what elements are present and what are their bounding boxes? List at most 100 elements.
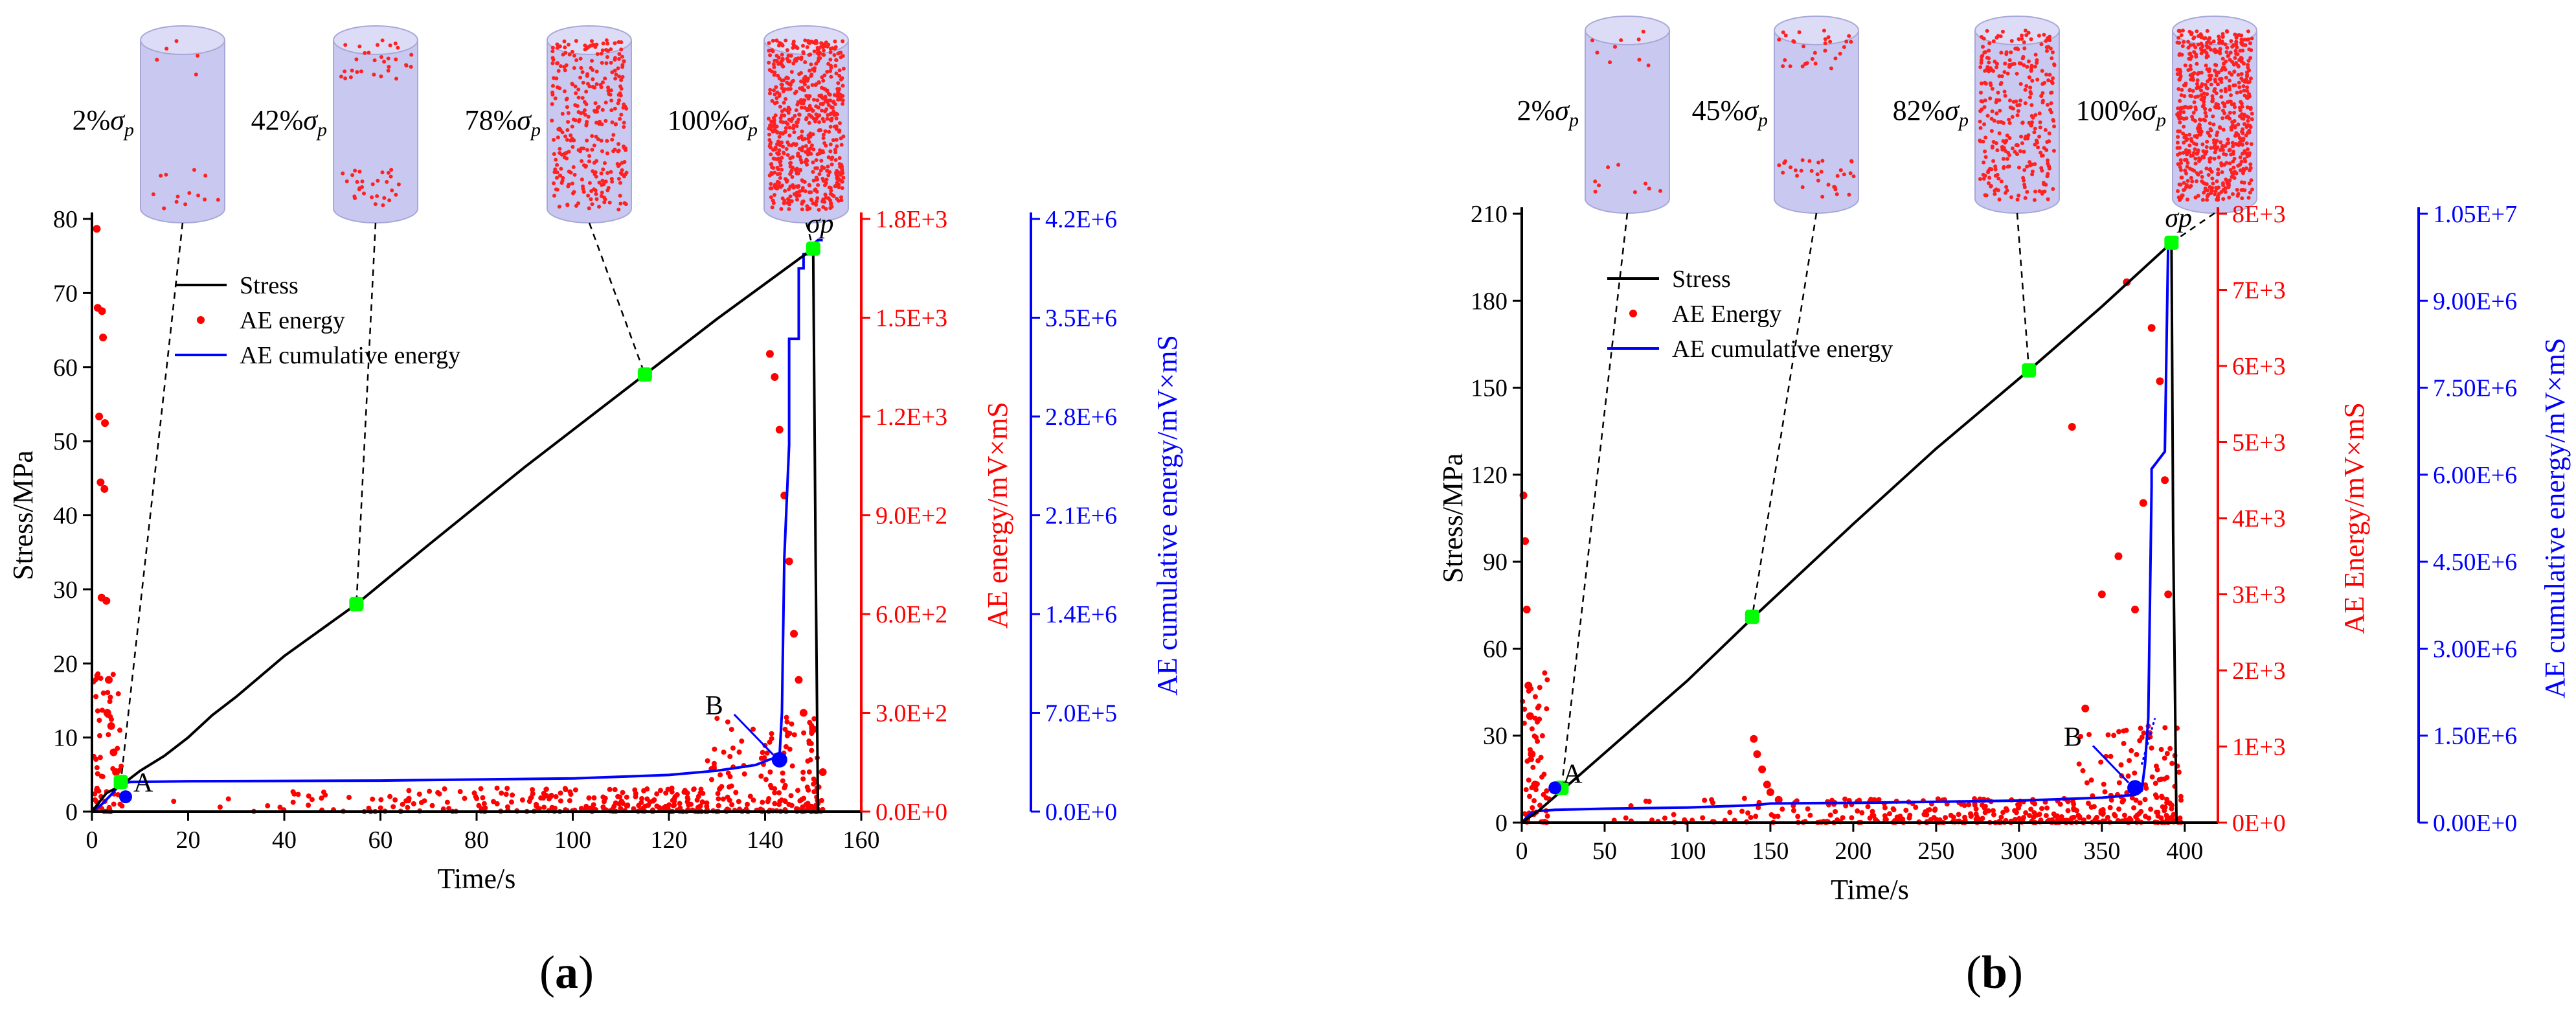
- panel-b-cylinder-ae-point: [2198, 170, 2203, 174]
- panel-b-cylinder-ae-point: [2248, 162, 2253, 166]
- panel-a-cylinder-ae-point: [565, 128, 570, 132]
- panel-a-cylinder-ae-point: [611, 133, 616, 137]
- panel-b-cylinder-ae-point: [2219, 163, 2224, 168]
- panel-a-cylinder-ae-point: [767, 49, 771, 53]
- panel-a-cylinder-ae-point: [811, 160, 815, 165]
- panel-b-cylinder-ae-point: [2179, 33, 2184, 38]
- panel-b-cylinder-ae-point: [2202, 91, 2206, 96]
- panel-a-ae-energy-point: [624, 794, 629, 800]
- panel-a-cylinder-ae-point: [783, 188, 787, 193]
- panel-b-cylinder-ae-point: [2246, 147, 2250, 152]
- panel-a-cylinder-ae-point: [815, 115, 820, 119]
- panel-b-cylinder-ae-point: [2029, 37, 2033, 41]
- panel-b-cylinder-ae-point: [2002, 89, 2007, 94]
- panel-a-cylinder-ae-point: [585, 139, 589, 143]
- panel-b-cylinder-ae-point: [2187, 132, 2192, 137]
- panel-b-cylinder-ae-point: [2181, 131, 2186, 136]
- panel-b-cylinder-ae-point: [2038, 125, 2042, 130]
- panel-b-cylinder-ae-point: [2038, 120, 2042, 124]
- panel-a-ae-energy-point: [699, 799, 705, 805]
- panel-a-cylinder-ae-point: [841, 102, 845, 106]
- panel-b-cylinder-ae-point: [1783, 58, 1787, 62]
- panel-a-ae-energy-point: [805, 801, 811, 806]
- panel-b-y-tick-label: 150: [1471, 375, 1508, 402]
- panel-a-ae-energy-point: [698, 786, 704, 792]
- panel-a-cylinder-ae-point: [797, 117, 801, 122]
- panel-b-cylinder-ae-point: [1996, 91, 2000, 95]
- panel-a-x-tick-label: 80: [464, 827, 489, 854]
- panel-a-cylinder-ae-point: [788, 87, 793, 91]
- panel-a-cylinder-ae-point: [841, 39, 845, 43]
- panel-b-cylinder-ae-point: [2200, 198, 2205, 202]
- panel-a-cylinder-ae-point: [777, 180, 782, 185]
- panel-a-ae-energy-point: [591, 802, 596, 808]
- panel-b-cylinder-ae-point: [2239, 89, 2243, 94]
- panel-b-x-tick-label: 350: [2083, 838, 2120, 865]
- panel-a-cylinder-ae-point: [774, 59, 779, 63]
- panel-b-cylinder-ae-point: [2219, 140, 2223, 144]
- panel-a-cylinder-ae-point: [593, 170, 598, 174]
- panel-a-cylinder-ae-point: [822, 183, 827, 188]
- panel-a-ae-energy-point: [704, 800, 710, 806]
- panel-a-cylinder-ae-point: [811, 178, 816, 183]
- panel-b-cylinder-ae-point: [2234, 36, 2239, 40]
- panel-b-cylinder-2: 45%σp: [1692, 16, 1859, 214]
- panel-b-ae-energy-point: [1542, 670, 1548, 676]
- panel-b-cylinder-ae-point: [2203, 152, 2208, 156]
- panel-b-cylinder-ae-point: [2198, 157, 2202, 161]
- panel-b-y3-tick-label: 9.00E+6: [2433, 288, 2517, 315]
- panel-a-cylinder-ae-point: [618, 194, 622, 198]
- panel-a-cylinder-ae-point: [794, 108, 798, 113]
- panel-b-cylinder-ae-point: [1997, 198, 2002, 202]
- panel-a-cylinder-ae-point: [614, 73, 618, 77]
- panel-b-cylinder-ae-point: [2233, 142, 2238, 146]
- panel-a-ae-energy-point: [677, 801, 683, 806]
- panel-a-cylinder-ae-point: [596, 137, 600, 141]
- panel-b-cylinder-ae-point: [2040, 69, 2044, 73]
- panel-a-cylinder-ae-point: [584, 89, 589, 94]
- panel-b-ae-energy-point: [1882, 817, 1888, 823]
- panel-b-cylinder-ae-point: [2213, 69, 2217, 73]
- panel-a-cylinder-ae-point: [776, 43, 781, 48]
- panel-a-cylinder-ae-point: [788, 161, 793, 165]
- panel-a-cylinder-ae-point: [615, 162, 620, 166]
- panel-a-cylinder-ae-point: [773, 170, 777, 175]
- panel-b-cylinder-ae-point: [2186, 40, 2191, 44]
- panel-a-cylinder-ae-point: [605, 55, 609, 60]
- panel-b-cylinder-ae-point: [2198, 132, 2203, 137]
- panel-a-key-point-2: [349, 597, 364, 611]
- panel-b-ae-energy-point: [2123, 727, 2129, 733]
- panel-a-ae-energy-point: [801, 795, 807, 801]
- panel-b-cylinder-ae-point: [2246, 58, 2251, 63]
- panel-a-ae-energy-point: [117, 768, 122, 773]
- panel-a-cylinder-ae-point: [609, 177, 614, 181]
- panel-b-ae-energy-point: [1544, 788, 1550, 794]
- panel-a-ae-energy-point: [106, 804, 112, 810]
- panel-b-cylinder-ae-point: [2025, 65, 2029, 69]
- panel-a-cylinder-ae-point: [800, 179, 805, 183]
- panel-b-cylinder-ae-point: [2201, 149, 2206, 154]
- panel-b-x-tick-label: 250: [1917, 838, 1954, 865]
- panel-a-cylinder-ae-point: [767, 41, 771, 45]
- panel-a-cylinder-ae-point: [605, 139, 609, 143]
- panel-b-cylinder-ae-point: [2204, 51, 2209, 55]
- panel-b-cylinder-ae-point: [2242, 88, 2246, 93]
- panel-a-cylinder-ae-point: [767, 137, 772, 142]
- panel-b-cylinder-ae-point: [1994, 65, 1999, 69]
- panel-a-cylinder-ae-point: [785, 153, 790, 157]
- panel-a-ae-energy-point: [611, 803, 617, 809]
- panel-b-ae-energy-point: [1962, 814, 1968, 820]
- panel-b-ae-energy-point: [1537, 803, 1542, 808]
- panel-b-cylinder-ae-point: [2186, 68, 2191, 73]
- panel-b-cylinder-ae-point: [1985, 56, 1989, 60]
- panel-a-cylinder-ae-point: [828, 124, 833, 129]
- panel-a-cylinder-ae-point: [565, 203, 570, 207]
- panel-a-ae-energy-point: [663, 803, 669, 809]
- panel-a-cylinder-ae-point: [620, 168, 624, 172]
- panel-b-ae-energy-point: [1849, 815, 1855, 821]
- panel-a-point-b-marker: [771, 751, 787, 768]
- panel-a-ae-energy-point: [744, 801, 750, 807]
- panel-a-cylinder-ae-point: [775, 151, 780, 155]
- panel-a-ae-energy-point: [567, 789, 573, 795]
- panel-a-ae-energy-point: [543, 786, 549, 792]
